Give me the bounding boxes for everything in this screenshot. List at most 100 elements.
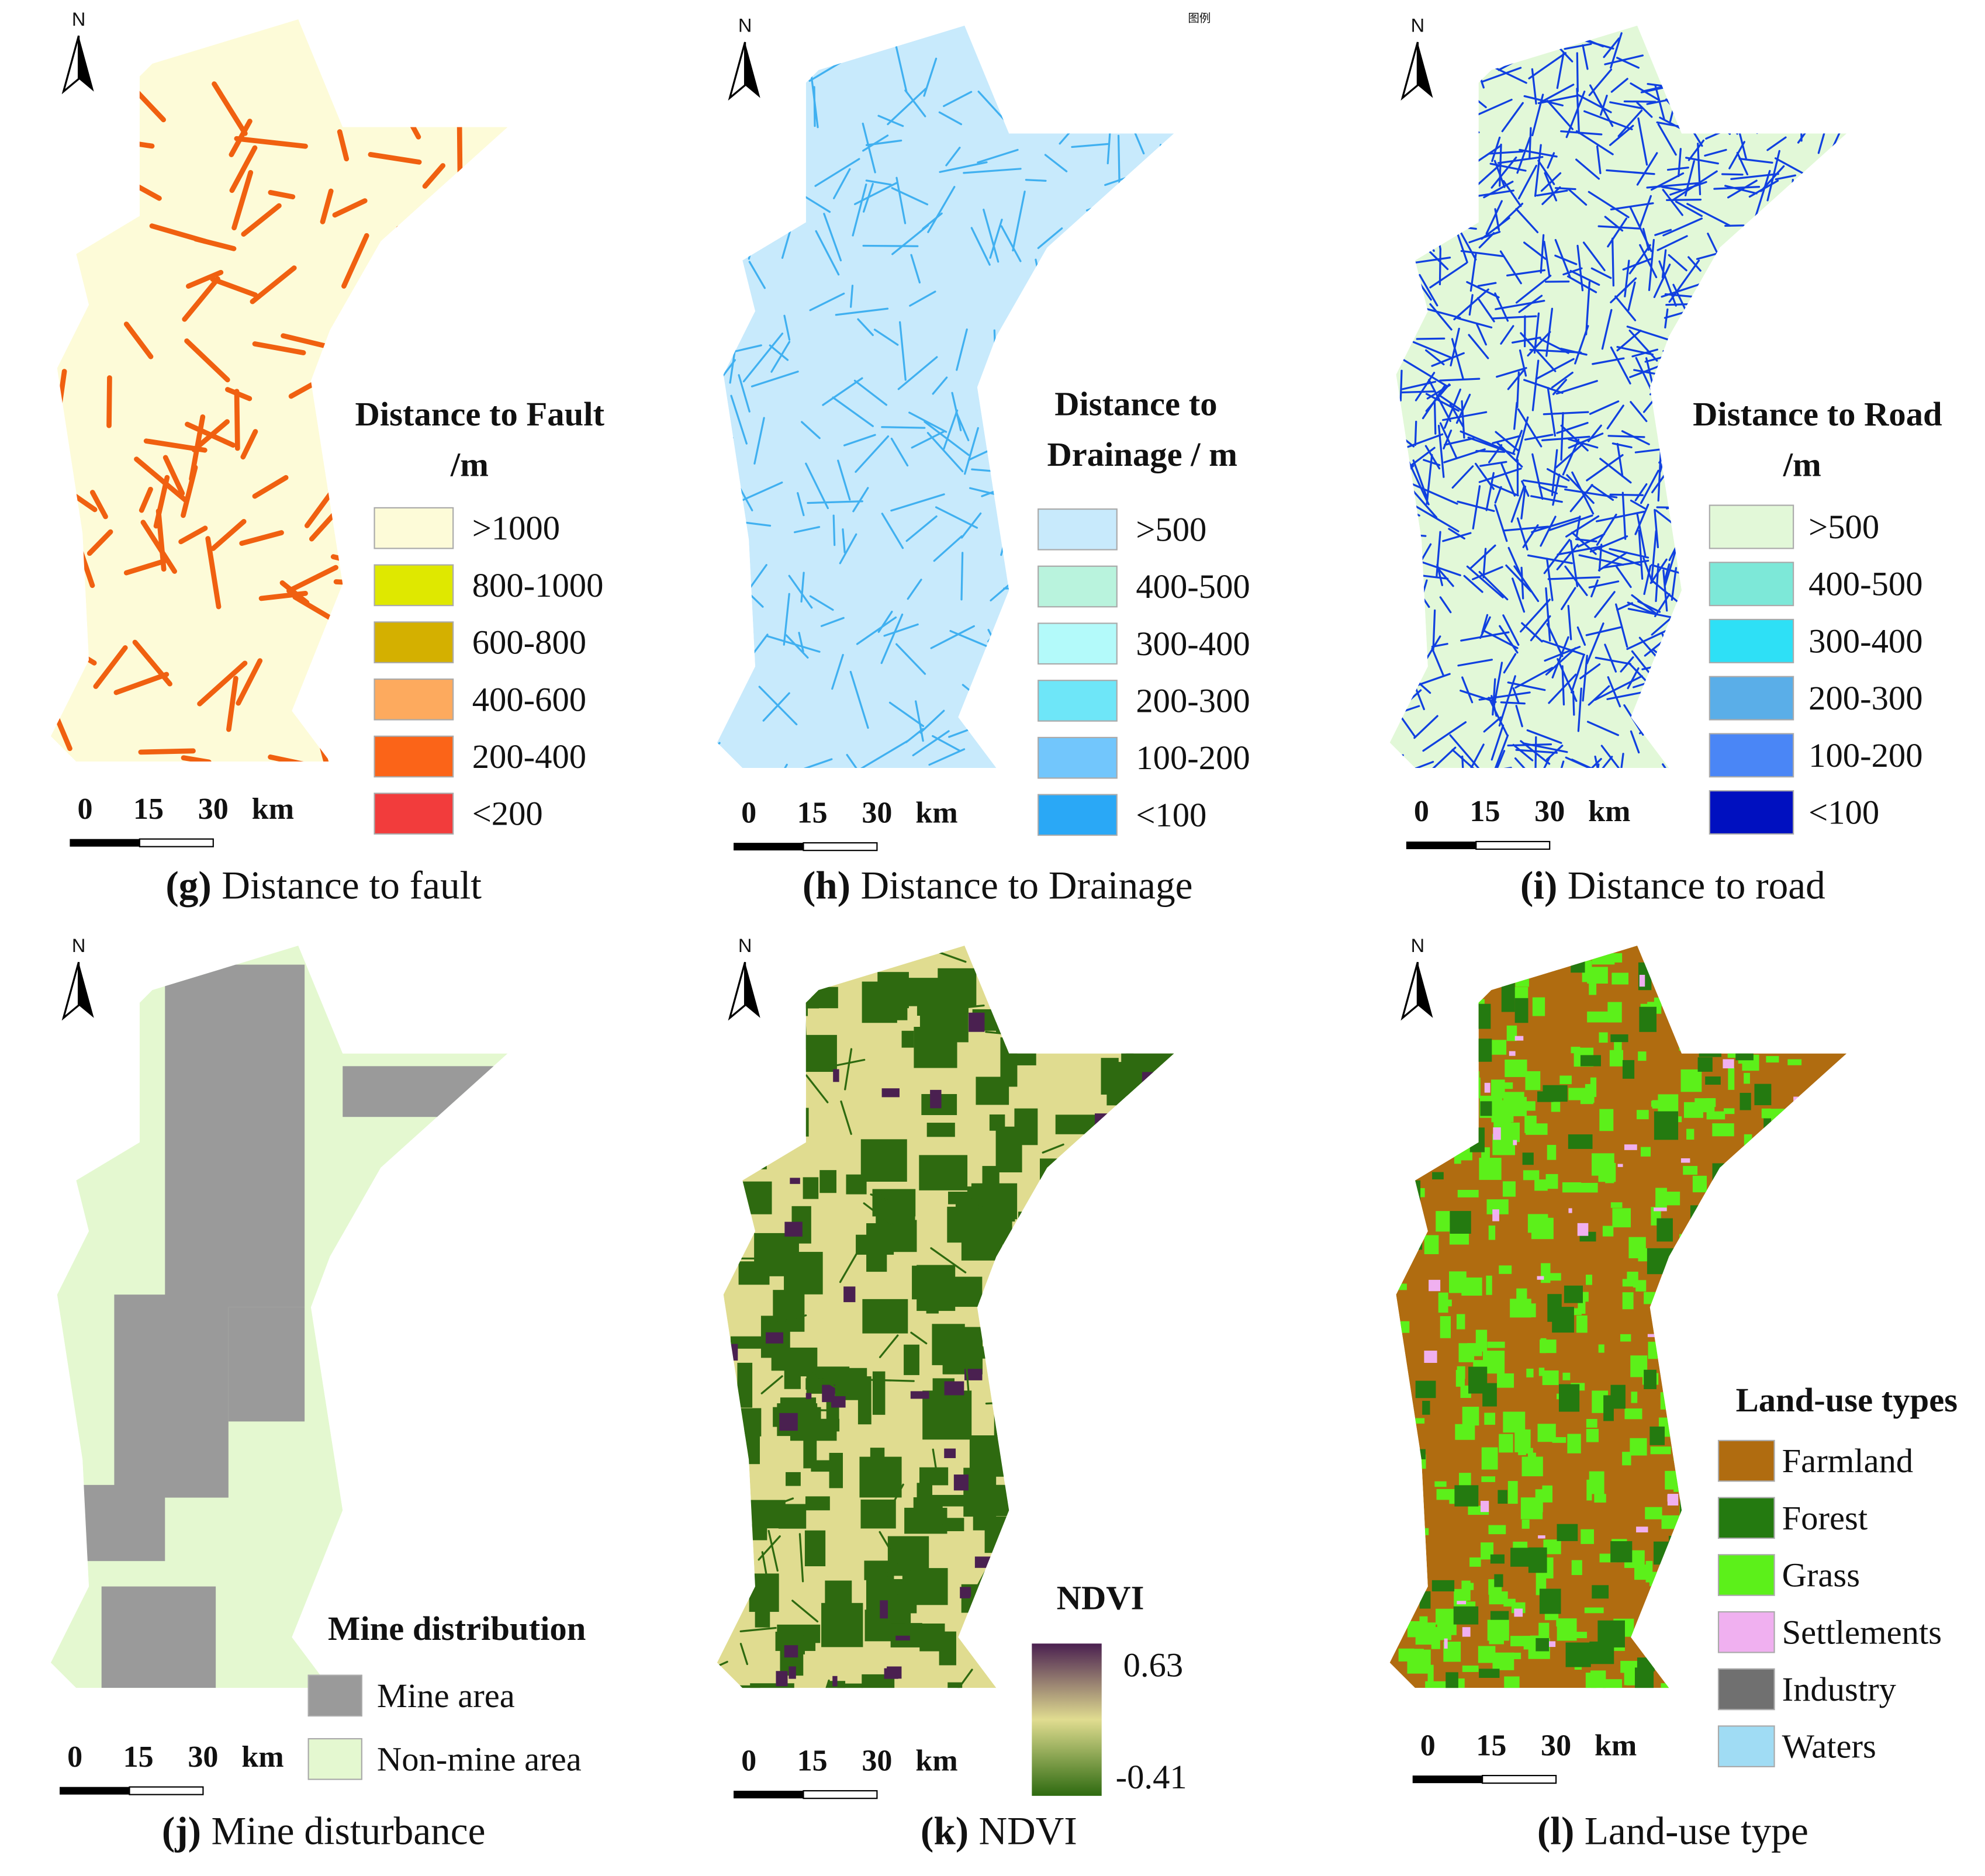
map-feature [1639,195,1652,227]
map-feature [761,1551,772,1597]
map-patch [1029,993,1076,1027]
map-feature [1589,84,1614,127]
map-feature [1686,203,1731,227]
map-patch [1121,1020,1134,1069]
map-patch [1568,1208,1572,1213]
map-patch [1494,1574,1503,1587]
map-patch [1807,1536,1826,1553]
map-feature [191,419,230,452]
map-patch [1580,1088,1594,1105]
map-patch [1039,1158,1058,1180]
map-patch [752,1024,766,1039]
map-patch [942,1327,957,1375]
map-feature [919,709,945,734]
map-feature [1767,314,1779,352]
map-patch [1586,1429,1599,1442]
map-feature [1113,1565,1140,1581]
map-feature [1497,155,1544,164]
map-patch [1443,952,1465,974]
map-feature [849,670,869,729]
map-patch [1686,1619,1697,1647]
map-feature [1800,230,1830,261]
map-patch [1424,1235,1439,1255]
map-feature [1507,681,1546,691]
map-patch [982,1166,1000,1212]
map-patch [1678,1271,1690,1286]
map-feature [1688,376,1731,394]
map-feature [905,515,938,542]
map-feature [770,341,791,373]
map-feature [963,168,1022,174]
map-feature [1685,157,1719,165]
map-patch [1427,1664,1434,1685]
map-patch [996,1247,1015,1290]
map-feature [717,437,734,453]
map-feature [1651,615,1675,636]
map-patch [1727,1163,1741,1184]
map-patch [1704,1258,1725,1269]
map-patch [776,969,808,1016]
map-patch [1422,1400,1430,1415]
north-arrow [728,41,746,101]
map-patch [1709,1408,1717,1427]
map-patch [748,965,782,977]
map-patch [1678,1022,1705,1032]
map-patch [1686,1129,1694,1140]
map-feature [1112,1469,1133,1494]
map-patch [1173,1534,1174,1563]
map-feature [1638,710,1668,735]
map-feature [1414,123,1446,130]
caption: (l) Land-use type [1537,1809,1808,1853]
map-patch [1599,1032,1608,1043]
map-feature [863,1202,894,1226]
map-feature [717,477,718,526]
map-feature [1657,449,1662,502]
legend-swatch [1717,1611,1775,1653]
map-feature [1518,295,1543,313]
map-feature [1389,76,1403,117]
north-arrow [61,35,80,95]
map-feature [1710,462,1734,492]
map-feature [865,179,892,186]
map-feature [1426,384,1451,400]
map-patch [1053,1320,1074,1364]
map-feature [1833,194,1846,239]
legend-min: -0.41 [1116,1758,1187,1796]
map-patch [755,1027,779,1075]
map-feature [1586,454,1624,482]
map-feature [1601,309,1613,350]
map-feature [1831,275,1838,323]
map-feature [1533,312,1540,354]
map-feature [1609,493,1644,496]
map-feature [224,387,253,401]
map-patch [821,1602,863,1647]
map-patch [1814,1143,1827,1158]
map-feature [1735,720,1780,725]
map-feature [1025,179,1047,182]
map-feature [1609,124,1634,146]
map-feature [1555,443,1583,469]
map-patch [1666,1396,1685,1406]
map-patch [1638,1051,1647,1061]
map-patch [1664,1602,1676,1618]
map-feature [1691,638,1712,652]
map-patch [1512,953,1527,964]
map-feature [849,285,854,308]
map-patch [1754,1599,1772,1605]
map-patch [1644,1292,1662,1304]
map-patch [1649,1572,1661,1587]
map-patch [1576,1315,1588,1333]
map-patch [969,1012,985,1032]
map-patch [1796,1242,1817,1266]
legend-label: Mine area [377,1677,515,1715]
map-feature [1502,525,1550,532]
map-patch [1455,1370,1465,1387]
map-patch [1036,1300,1064,1338]
map-feature [239,530,284,546]
map-feature [1495,67,1527,84]
map-feature [1503,653,1517,674]
map-patch [1462,1407,1479,1426]
map-patch [1453,1606,1479,1625]
map-patch [1088,1009,1137,1024]
map-feature [1494,504,1508,542]
